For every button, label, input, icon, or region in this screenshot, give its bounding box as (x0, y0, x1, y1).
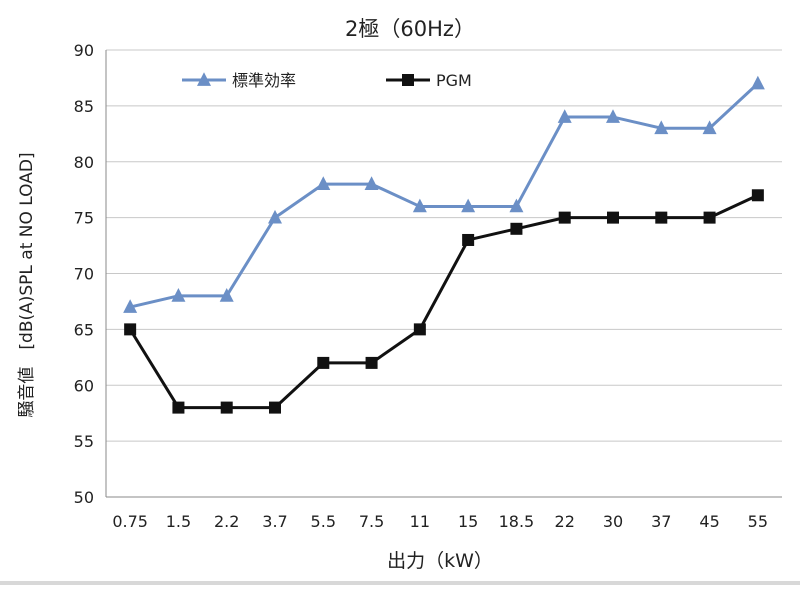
data-point (654, 120, 669, 135)
y-tick-label: 70 (74, 265, 94, 284)
series-standard-efficiency (123, 75, 765, 313)
axes: 50 55 60 65 70 75 80 85 90 0.75 1.5 2.2 3.7 5.5 7.5 11 1… (74, 41, 782, 531)
data-point (510, 222, 523, 235)
legend-marker (402, 74, 414, 86)
data-point (412, 198, 427, 213)
legend-marker (197, 72, 211, 86)
data-point (268, 209, 282, 224)
data-point (364, 176, 379, 190)
series-layer (123, 75, 765, 414)
data-point (751, 189, 764, 202)
data-point (461, 198, 476, 213)
data-point (413, 323, 426, 336)
x-tick-label: 7.5 (359, 512, 384, 531)
x-tick-label: 55 (748, 512, 768, 531)
x-tick-label: 1.5 (166, 512, 191, 531)
x-axis-label: 出力（kW） (387, 550, 493, 572)
data-point (703, 211, 716, 224)
x-tick-label: 15 (458, 512, 478, 531)
legend-label: 標準効率 (232, 71, 296, 90)
legend-item: 標準効率 (182, 71, 296, 90)
chart-title: 2極（60Hz） (345, 17, 475, 41)
legend-item: PGM (386, 71, 472, 90)
data-point (365, 356, 378, 369)
data-point (557, 109, 572, 123)
data-point (702, 120, 717, 135)
x-tick-label: 18.5 (499, 512, 535, 531)
data-point (316, 176, 331, 190)
series-line (128, 193, 759, 410)
data-point (558, 211, 571, 224)
x-tick-label: 22 (555, 512, 575, 531)
data-point (462, 233, 475, 246)
legend: 標準効率 PGM (182, 71, 472, 90)
data-point (172, 401, 185, 414)
x-tick-label: 37 (651, 512, 671, 531)
y-tick-label: 80 (74, 153, 94, 172)
data-point (219, 288, 234, 302)
data-point (607, 211, 619, 224)
data-point (124, 323, 137, 336)
x-tick-label: 5.5 (311, 512, 336, 531)
data-point (269, 401, 281, 414)
data-point (317, 356, 330, 369)
y-tick-label: 55 (74, 432, 94, 451)
x-tick-label: 2.2 (214, 512, 239, 531)
x-tick-label: 30 (603, 512, 623, 531)
data-point (509, 198, 524, 213)
x-tick-label: 0.75 (112, 512, 148, 531)
x-tick-label: 3.7 (262, 512, 287, 531)
y-axis-label: 騒音値 [dB(A)SPL at NO LOAD] (17, 152, 37, 417)
data-point (220, 401, 233, 414)
y-tick-label: 50 (74, 488, 94, 507)
data-point (123, 299, 138, 313)
bottom-divider (0, 581, 800, 585)
x-tick-label: 11 (410, 512, 430, 531)
data-point (655, 211, 668, 224)
y-tick-label: 90 (74, 41, 94, 60)
y-tick-label: 75 (74, 209, 94, 228)
y-tick-label: 85 (74, 97, 94, 116)
legend-label: PGM (436, 71, 472, 90)
data-point (750, 75, 765, 90)
data-point (171, 288, 186, 302)
data-point (606, 109, 620, 123)
series-pgm (124, 189, 764, 414)
x-tick-label: 45 (699, 512, 719, 531)
grid-lines (106, 49, 782, 442)
y-tick-label: 60 (74, 376, 94, 395)
y-tick-label: 65 (74, 320, 94, 339)
series-line (129, 82, 759, 309)
